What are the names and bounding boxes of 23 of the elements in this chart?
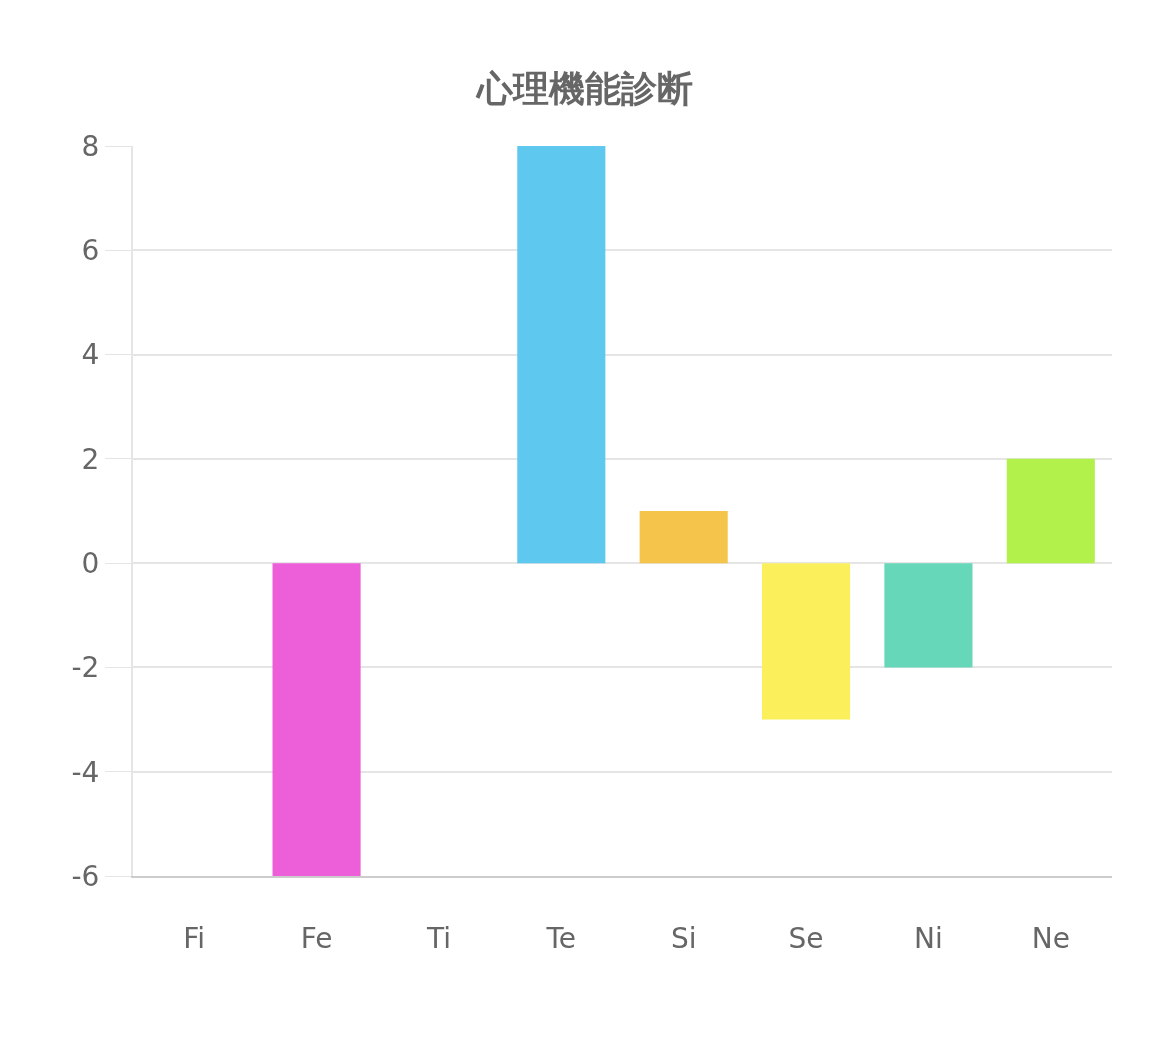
x-tick-label: Fi: [183, 921, 206, 955]
bar: [272, 563, 361, 876]
x-tick-label: Ne: [1031, 921, 1070, 955]
x-tick-label: Ni: [914, 921, 943, 955]
x-tick-label: Se: [788, 921, 824, 955]
bar: [884, 563, 973, 668]
y-tick-label: -4: [71, 755, 100, 789]
x-tick-label: Te: [545, 921, 577, 955]
x-tick-label: Si: [670, 921, 697, 955]
chart-title: 心理機能診断: [475, 67, 693, 109]
y-tick-label: 6: [81, 234, 100, 268]
x-tick-label: Fe: [300, 921, 333, 955]
y-tick-label: -2: [71, 651, 100, 685]
bar: [517, 146, 606, 564]
y-tick-label: 2: [81, 442, 100, 476]
y-tick-label: 8: [81, 129, 100, 163]
bar: [762, 563, 851, 720]
bar: [1006, 458, 1095, 564]
bar: [639, 511, 728, 564]
y-tick-label: 0: [81, 546, 100, 580]
y-tick-label: -6: [71, 859, 100, 893]
x-tick-label: Ti: [425, 921, 451, 955]
y-tick-label: 4: [81, 338, 100, 372]
